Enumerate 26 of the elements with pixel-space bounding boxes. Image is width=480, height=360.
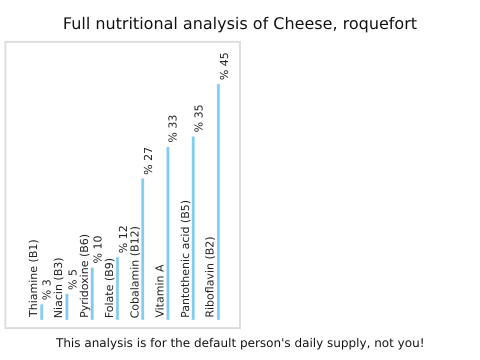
- data-label: % 45: [218, 52, 232, 80]
- data-label: % 35: [192, 104, 206, 132]
- x-tick-label: Pyridoxine (B6): [78, 234, 91, 318]
- x-tick-label: Pantothenic acid (B5): [178, 200, 192, 318]
- bar: [140, 178, 144, 320]
- bar: [166, 146, 170, 320]
- bar: [40, 304, 44, 320]
- data-label: % 12: [117, 225, 130, 254]
- text: This analysis is for the default person's daily supply, not you!: [55, 336, 425, 350]
- data-label: % 5: [66, 269, 80, 290]
- x-tick-label: Cobalamin (B12): [128, 226, 142, 318]
- bar: [90, 267, 94, 320]
- data-label: % 33: [166, 114, 180, 143]
- bar: [191, 136, 195, 320]
- x-tick-label: Thiamine (B1): [26, 239, 40, 318]
- x-tick-label: Folate (B9): [103, 258, 116, 318]
- data-label: % 10: [91, 236, 104, 264]
- bar: [216, 84, 220, 320]
- x-tick-label: Vitamin A: [154, 264, 167, 318]
- data-label: % 3: [40, 279, 54, 300]
- x-tick-label: Riboflavin (B2): [204, 236, 217, 318]
- x-tick-label: Niacin (B3): [52, 257, 66, 318]
- chart-title: Full nutritional analysis of Cheese, roquefort: [62, 14, 418, 34]
- data-label: % 27: [142, 146, 156, 175]
- bar: [65, 294, 69, 320]
- bar: [116, 256, 120, 320]
